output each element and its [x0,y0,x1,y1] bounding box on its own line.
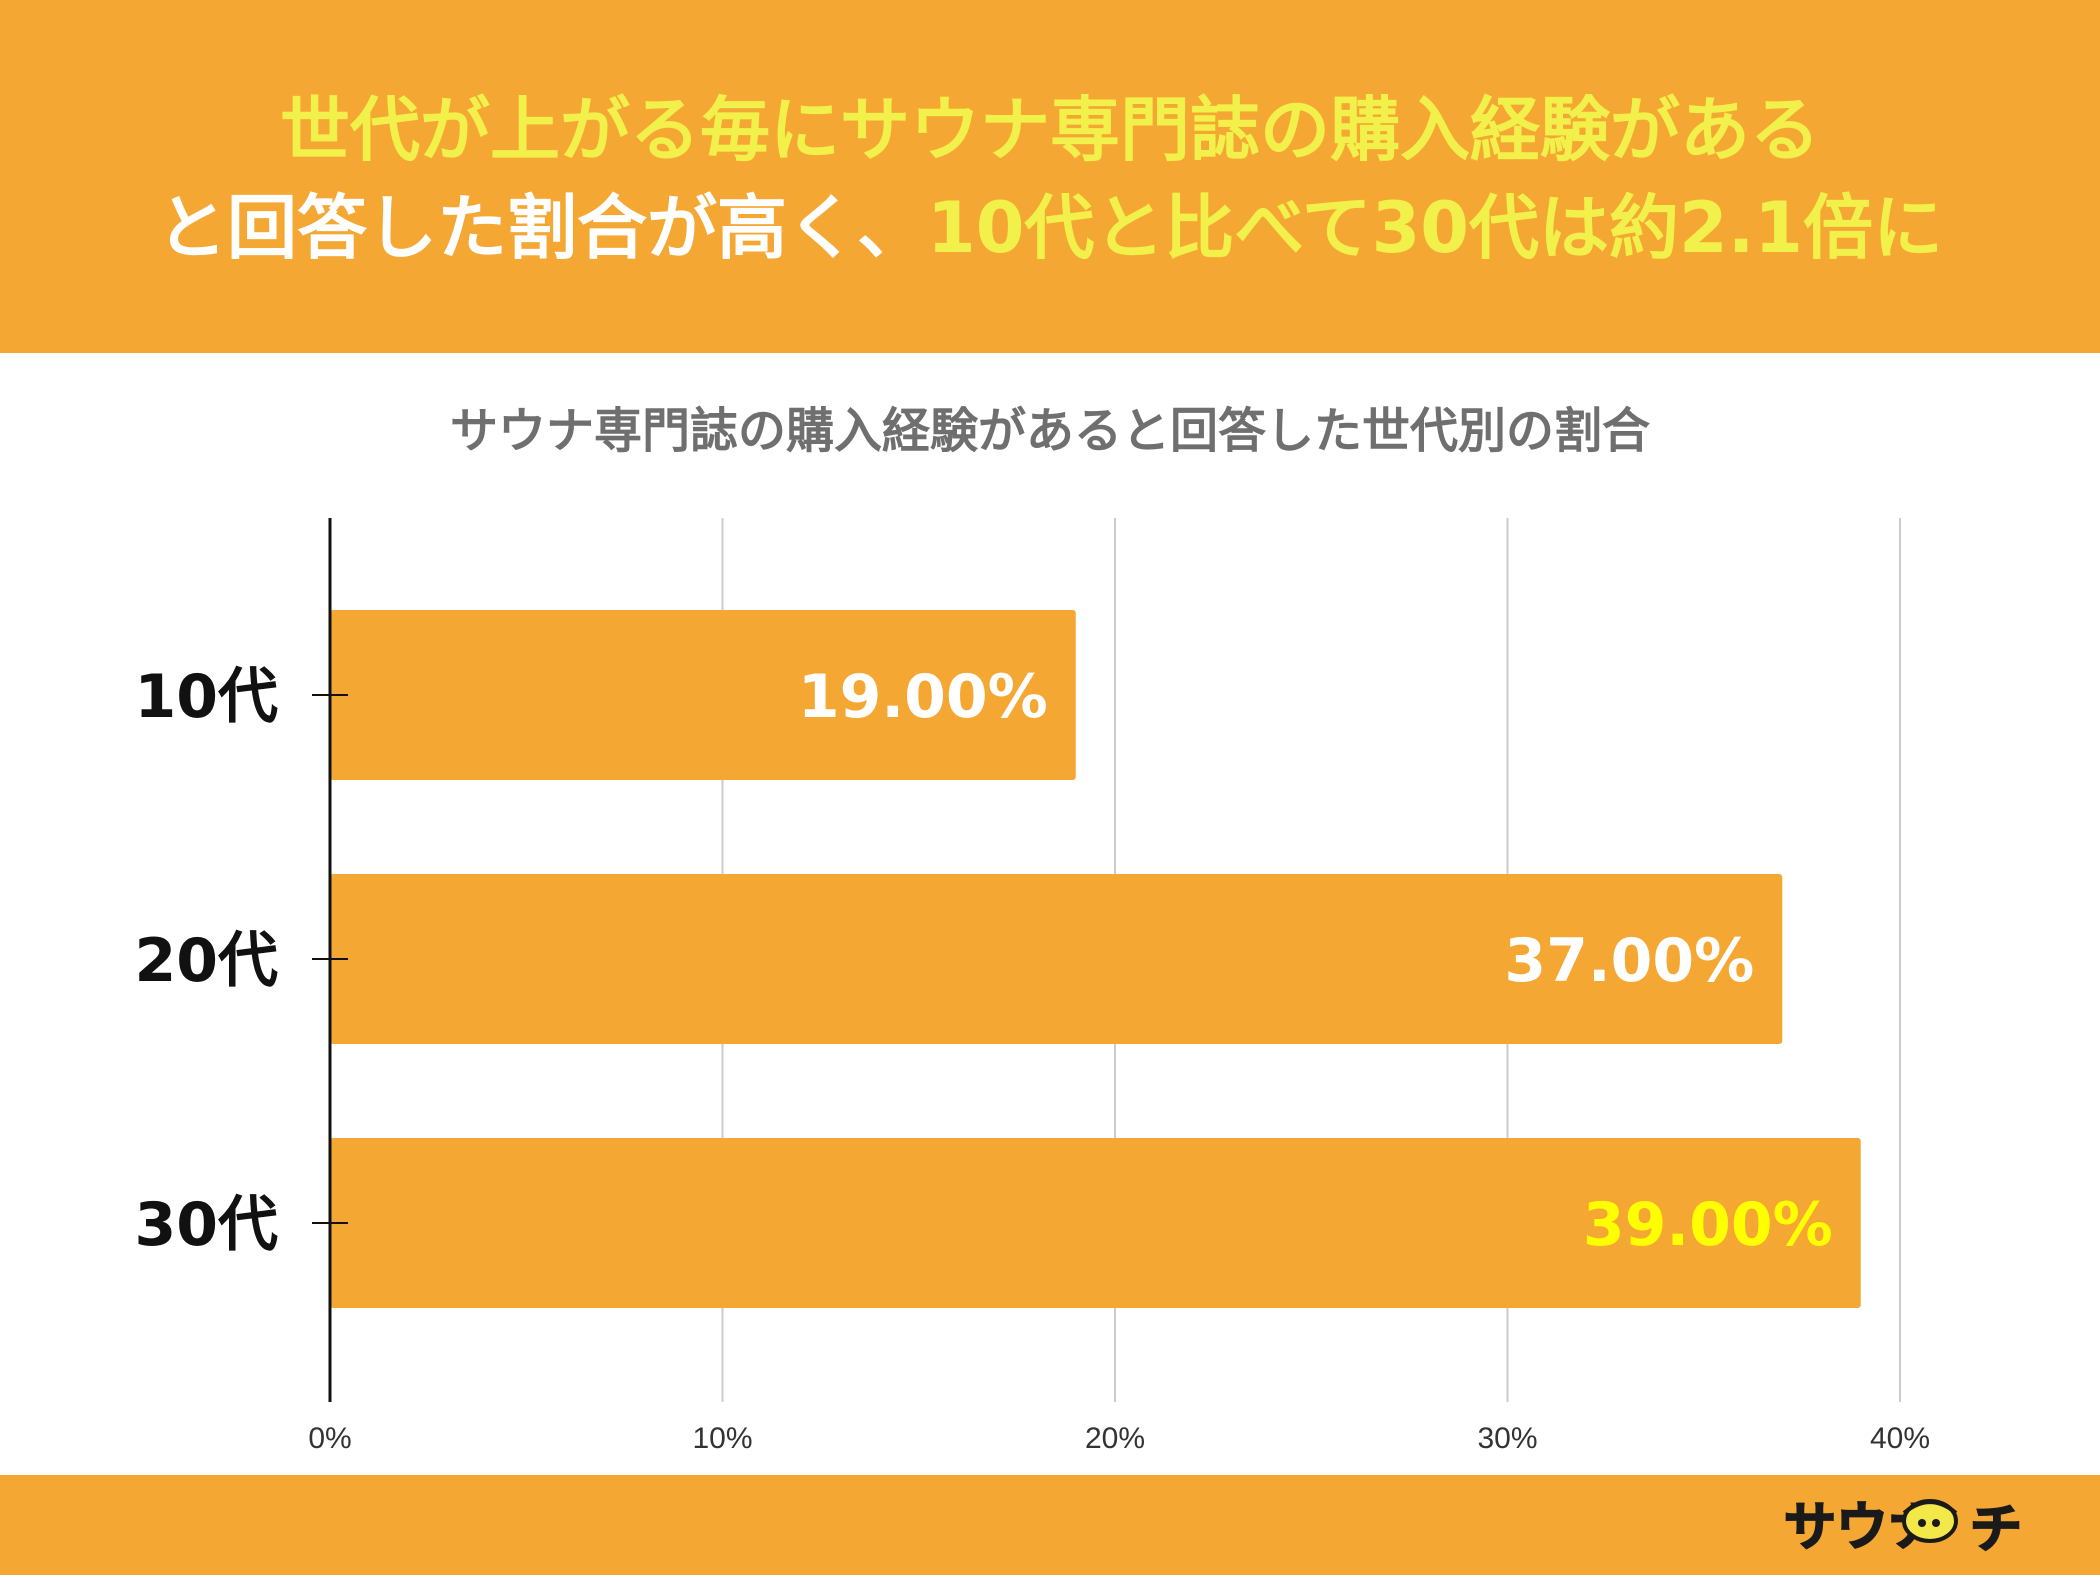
bar-value-label: 37.00% [1504,926,1754,996]
logo-text-end: チ [1970,1500,2022,1559]
headline-line-2-part-1: と回答した割合が高く、 [156,187,927,269]
x-tick-label: 30% [1477,1422,1537,1455]
x-tick-label: 0% [308,1422,351,1455]
category-label: 30代 [135,1190,279,1260]
bar-value-label: 19.00% [798,662,1048,732]
bar [330,610,1076,780]
chart-title: サウナ専門誌の購入経験があると回答した世代別の割合 [449,403,1650,459]
x-tick-label: 40% [1870,1422,1930,1455]
headline-line-2: と回答した割合が高く、10代と比べて30代は約2.1倍に [0,183,2100,273]
hat-face-icon [1902,1499,1958,1543]
bar [330,874,1783,1044]
x-tick-label: 20% [1085,1422,1145,1455]
x-tick-label: 10% [692,1422,752,1455]
headline-banner: 世代が上がる毎にサウナ専門誌の購入経験がある と回答した割合が高く、10代と比べ… [0,0,2100,353]
bar [330,1138,1861,1308]
footer-band: サウナ チ [0,1475,2100,1575]
headline-line-2-part-2: 10代と比べて30代は約2.1倍に [926,187,1944,269]
saunatech-logo: サウナ チ [1783,1497,2023,1559]
category-label: 10代 [135,662,279,732]
headline-line-1: 世代が上がる毎にサウナ専門誌の購入経験がある [280,89,1820,171]
bar-chart: 19.00% 10代 37.00% 20代 39.00% 30代 0% 10% 20% 30% 40… [135,518,1930,1455]
category-label: 20代 [135,926,279,996]
bar-value-label: 39.00% [1583,1190,1833,1260]
